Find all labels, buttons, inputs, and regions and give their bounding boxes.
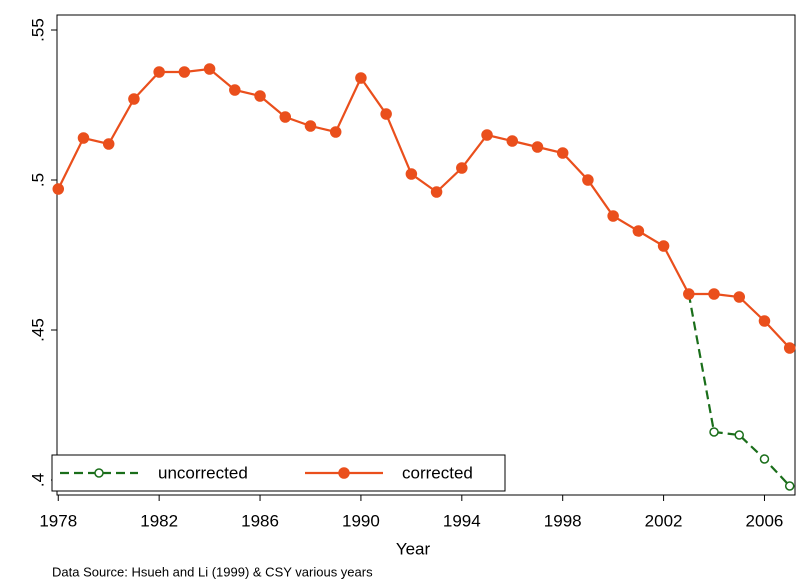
point: [128, 93, 140, 105]
legend-marker: [338, 467, 350, 479]
x-tick-label: 1986: [241, 511, 279, 530]
point: [405, 168, 418, 180]
point: [481, 129, 493, 141]
x-tick-label: 1994: [443, 511, 481, 530]
point: [783, 342, 796, 354]
point: [582, 174, 594, 186]
point: [531, 141, 544, 153]
x-tick-label: 1998: [544, 511, 582, 530]
y-tick-label: .4: [28, 473, 47, 487]
point: [657, 240, 670, 252]
legend-label: corrected: [402, 463, 473, 482]
point: [758, 315, 771, 327]
x-tick-label: 2002: [645, 511, 683, 530]
y-tick-label: .5: [28, 173, 47, 187]
legend-box: [51, 454, 506, 492]
point: [734, 430, 745, 440]
point: [733, 291, 746, 303]
point: [355, 72, 367, 84]
point: [203, 63, 216, 75]
point: [709, 427, 719, 437]
point: [52, 183, 65, 195]
point: [683, 288, 695, 300]
point: [304, 120, 317, 132]
point: [102, 138, 115, 150]
source-note: Data Source: Hsueh and Li (1999) & CSY v…: [52, 564, 373, 579]
point: [784, 481, 795, 491]
point: [506, 135, 519, 147]
point: [456, 162, 468, 174]
point: [153, 66, 165, 78]
point: [254, 90, 266, 102]
point: [279, 111, 292, 123]
x-tick-label: 1982: [140, 511, 178, 530]
plot-frame: [56, 14, 796, 496]
y-tick-label: .45: [28, 318, 47, 342]
x-tick-label: 2006: [746, 511, 784, 530]
legend-marker: [94, 468, 104, 478]
point: [380, 108, 392, 120]
point: [77, 132, 90, 144]
legend: uncorrected corrected: [51, 454, 506, 492]
x-axis-label: Year: [396, 539, 431, 558]
point: [178, 66, 191, 78]
point: [329, 126, 342, 138]
point: [759, 454, 770, 464]
point: [708, 288, 720, 300]
x-tick-label: 1978: [39, 511, 77, 530]
y-tick-label: .55: [28, 18, 47, 42]
series-line: [57, 67, 791, 349]
point: [607, 210, 619, 222]
point: [556, 147, 569, 159]
series-line: [687, 293, 791, 487]
point: [229, 84, 241, 96]
point: [632, 225, 645, 237]
point: [430, 186, 443, 198]
x-tick-label: 1990: [342, 511, 380, 530]
legend-label: uncorrected: [158, 463, 248, 482]
